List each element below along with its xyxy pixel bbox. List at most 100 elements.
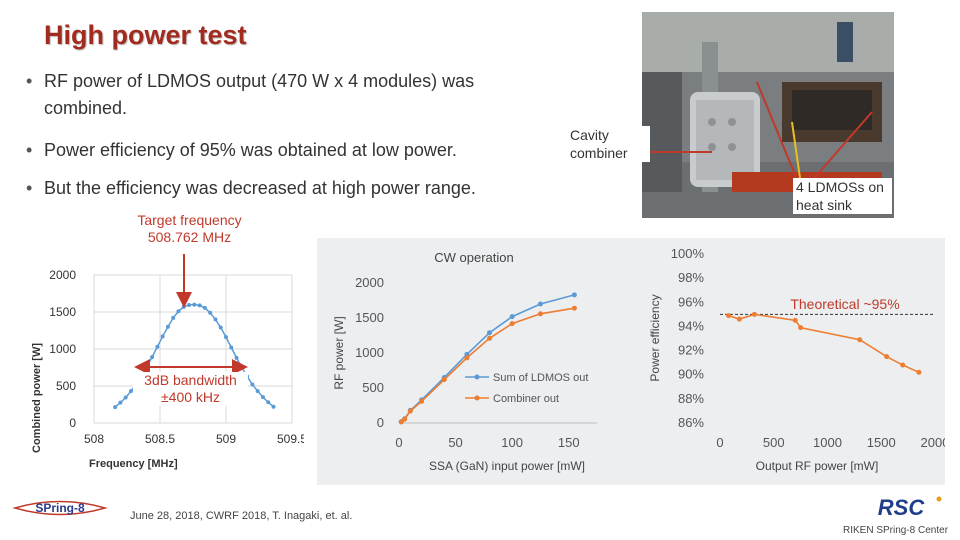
bandwidth-annotation: 3dB bandwidth ±400 kHz — [133, 372, 248, 406]
data-point — [407, 408, 413, 414]
y-tick-label: 100% — [671, 246, 705, 261]
data-point — [487, 335, 493, 341]
x-tick-label: 508.5 — [145, 432, 175, 446]
y-axis-label: RF power [W] — [332, 316, 346, 389]
data-point — [487, 330, 493, 336]
y-tick-label: 2000 — [355, 275, 384, 290]
y-tick-label: 500 — [362, 380, 384, 395]
data-point — [571, 292, 577, 298]
x-tick-label: 100 — [501, 435, 523, 450]
efficiency-line — [728, 313, 920, 374]
data-point — [123, 395, 128, 400]
x-tick-label: 508 — [84, 432, 104, 446]
y-axis-label: Combined power [W] — [31, 343, 43, 453]
data-point — [187, 302, 192, 307]
data-point — [884, 354, 890, 360]
data-point — [250, 382, 255, 387]
y-tick-label: 92% — [678, 343, 704, 358]
footer-citation: June 28, 2018, CWRF 2018, T. Inagaki, et… — [130, 510, 353, 522]
data-point — [181, 304, 186, 309]
frequency-chart-svg: 508 508.5 509 509.5 0 500 1000 1500 2000 Frequen… — [31, 268, 307, 470]
y-tick-label: 98% — [678, 270, 704, 285]
data-point — [464, 351, 470, 357]
data-point — [255, 389, 260, 394]
data-point — [509, 314, 515, 320]
ldmos-label: 4 LDMOSs on heat sink — [793, 178, 892, 214]
legend-marker — [474, 374, 480, 380]
setup-photo — [642, 12, 894, 218]
data-point — [857, 337, 863, 343]
y-axis-label: Power efficiency — [648, 294, 662, 381]
data-point — [402, 416, 408, 422]
spring8-logo: SPring-8 — [12, 497, 108, 519]
data-point — [150, 355, 155, 360]
rsc-logo-text: RSC — [878, 495, 926, 520]
x-tick-label: 500 — [763, 435, 785, 450]
x-tick-label: 509.5 — [277, 432, 304, 446]
y-tick-label: 1500 — [49, 305, 76, 319]
y-tick-label: 86% — [678, 415, 704, 430]
data-point — [118, 400, 123, 405]
data-point — [398, 419, 404, 425]
legend-label: Sum of LDMOS out — [493, 372, 588, 384]
data-point — [271, 404, 276, 409]
chart-title: CW operation — [434, 250, 513, 265]
y-tick-label: 2000 — [49, 268, 76, 282]
data-point — [726, 313, 732, 319]
y-tick-label: 500 — [56, 379, 76, 393]
data-point — [165, 324, 170, 329]
footer-org: RIKEN SPring-8 Center — [843, 525, 949, 536]
data-point — [160, 334, 165, 339]
data-point — [218, 325, 223, 330]
cavity-combiner-label: Cavity combiner — [570, 126, 650, 162]
data-point — [239, 365, 244, 370]
y-tick-label: 88% — [678, 391, 704, 406]
data-point — [571, 305, 577, 311]
frequency-chart: 508 508.5 509 509.5 0 500 1000 1500 2000 Frequen… — [14, 263, 307, 480]
data-point — [464, 355, 470, 361]
efficiency-chart: 0 500 1000 1500 2000 86% 88% 90% 92% 94% 96% 98% 100… — [645, 238, 949, 485]
y-tick-label: 0 — [69, 416, 76, 430]
data-point — [234, 355, 239, 360]
rsc-logo: RSC — [858, 494, 944, 520]
target-frequency-annotation: Target frequency 508.762 MHz — [137, 212, 242, 245]
bullet-list: RF power of LDMOS output (470 W x 4 modu… — [26, 68, 546, 200]
x-tick-label: 1500 — [867, 435, 896, 450]
x-axis-label: SSA (GaN) input power [mW] — [429, 459, 585, 473]
data-point — [792, 317, 798, 323]
data-point — [419, 398, 425, 404]
data-point — [751, 311, 757, 317]
x-axis-label: Frequency [MHz] — [89, 458, 178, 470]
data-point — [224, 335, 228, 340]
cw-operation-chart: CW operation 0 50 100 150 0 500 1000 1500 2000 S… — [317, 238, 647, 485]
spring8-logo-text: SPring-8 — [35, 501, 85, 515]
y-tick-label: 1500 — [355, 310, 384, 325]
x-tick-label: 150 — [558, 435, 580, 450]
data-point — [176, 309, 181, 314]
y-tick-label: 94% — [678, 318, 704, 333]
data-point — [441, 377, 447, 383]
data-point — [798, 325, 804, 331]
x-axis-label: Output RF power [mW] — [756, 459, 879, 473]
y-tick-label: 90% — [678, 367, 704, 382]
data-point — [537, 301, 543, 307]
y-tick-label: 1000 — [355, 345, 384, 360]
x-tick-label: 0 — [395, 435, 402, 450]
data-point — [736, 316, 742, 322]
data-point — [260, 395, 265, 400]
data-point — [537, 311, 543, 317]
bullet-item: Power efficiency of 95% was obtained at … — [26, 138, 546, 162]
data-point — [197, 303, 202, 308]
x-tick-label: 1000 — [813, 435, 842, 450]
data-point — [208, 310, 213, 315]
y-tick-label: 96% — [678, 294, 704, 309]
data-point — [171, 315, 176, 320]
series-line — [400, 307, 575, 423]
data-point — [144, 364, 149, 369]
data-point — [192, 302, 197, 307]
slide-title: High power test — [44, 20, 247, 50]
x-tick-label: 50 — [448, 435, 462, 450]
data-point — [266, 400, 271, 405]
y-tick-label: 1000 — [49, 342, 76, 356]
